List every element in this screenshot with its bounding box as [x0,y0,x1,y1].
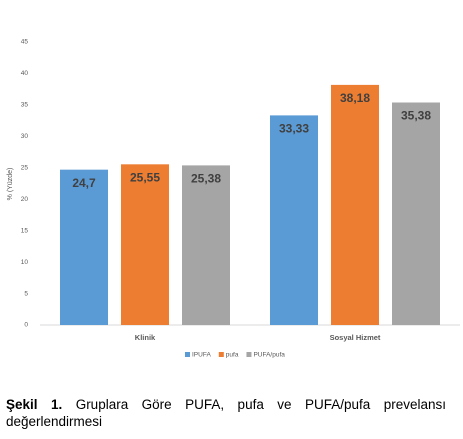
y-tick-label: 15 [21,227,29,234]
caption-text: Gruplara Göre PUFA, pufa ve PUFA/pufa pr… [6,397,446,429]
y-tick-label: 25 [21,164,29,171]
y-tick-label: 35 [21,102,29,109]
bar [392,102,440,325]
legend-swatch [246,352,252,357]
bar [270,115,318,326]
y-tick-label: 45 [21,39,29,46]
y-tick-label: 10 [21,259,29,266]
caption-label: Şekil 1. [6,397,63,412]
chart: % (Yüzde) 0 5 10 15 20 25 30 35 40 45 Klinik 24,7 25… [7,39,460,359]
bar [331,84,379,325]
data-label: 33,33 [279,122,309,136]
bar [182,165,230,325]
x-tick-label: Klinik [135,333,156,342]
legend-swatch [218,352,224,357]
x-tick-label: Sosyal Hizmet [330,333,381,342]
y-tick-label: 30 [21,133,29,140]
legend-label: PUFA/pufa [253,352,285,359]
legend-swatch [185,352,190,357]
data-label: 25,38 [191,172,221,186]
y-tick-label: 20 [21,196,29,203]
data-label: 38,18 [340,91,370,105]
data-label: 25,55 [130,170,160,184]
y-tick-label: 40 [21,70,29,77]
y-tick-label: 0 [24,322,28,329]
bar [121,164,169,325]
caption: Şekil 1. Gruplara Göre PUFA, pufa ve PUF… [6,396,446,430]
bar [60,169,108,325]
legend-label: pufa [226,352,239,359]
data-label: 35,38 [401,109,431,123]
legend-label: IPUFA [192,352,211,359]
y-axis-label: % (Yüzde) [7,168,14,201]
y-tick-label: 5 [24,290,28,297]
data-label: 24,7 [72,176,96,190]
